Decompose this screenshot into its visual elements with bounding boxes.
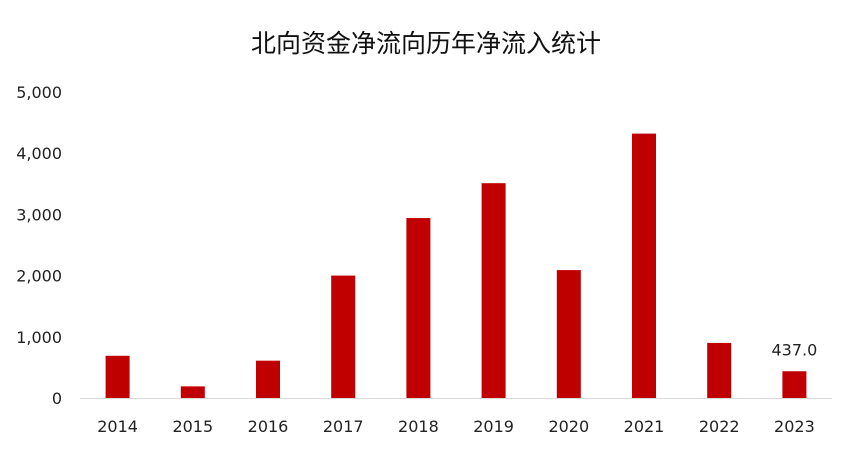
data-labels: 437.0 (771, 340, 817, 359)
bar-2022 (707, 342, 732, 398)
data-label: 437.0 (771, 340, 817, 359)
y-axis: 0 1,000 2,000 3,000 4,000 5,000 (16, 83, 62, 408)
x-tick-label: 2020 (548, 417, 589, 436)
x-tick-label: 2022 (699, 417, 740, 436)
x-axis: 2014 2015 2016 2017 2018 2019 2020 2021 2022 2023 (97, 417, 815, 436)
chart-title: 北向资金净流向历年净流入统计 (250, 29, 601, 58)
x-tick-label: 2018 (398, 417, 439, 436)
x-tick-label: 2015 (172, 417, 213, 436)
y-tick-label: 1,000 (16, 328, 62, 347)
y-tick-label: 4,000 (16, 144, 62, 163)
bar-2021 (632, 133, 656, 398)
y-tick-label: 5,000 (16, 83, 62, 102)
bar-2015 (180, 386, 205, 398)
bar-2017 (331, 275, 356, 398)
bar-2018 (406, 218, 431, 398)
x-tick-label: 2014 (97, 417, 138, 436)
x-tick-label: 2021 (624, 417, 665, 436)
bar-2020 (556, 270, 581, 398)
y-tick-label: 3,000 (16, 205, 62, 224)
x-tick-label: 2017 (323, 417, 364, 436)
bar-2019 (481, 183, 506, 398)
bar-2016 (256, 360, 280, 398)
bar-2014 (105, 355, 130, 398)
y-tick-label: 0 (52, 389, 62, 408)
x-tick-label: 2016 (248, 417, 289, 436)
x-tick-label: 2019 (473, 417, 514, 436)
bar-2023 (782, 371, 807, 398)
y-tick-label: 2,000 (16, 267, 62, 286)
x-tick-label: 2023 (774, 417, 815, 436)
bars (105, 133, 807, 398)
